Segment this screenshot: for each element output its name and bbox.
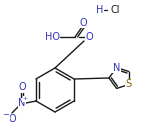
Text: O: O (79, 18, 87, 28)
Text: N: N (18, 98, 26, 108)
Text: Cl: Cl (110, 5, 120, 15)
Text: S: S (126, 80, 132, 89)
Text: O: O (19, 83, 26, 92)
Text: O: O (8, 114, 16, 124)
Text: +: + (23, 97, 28, 102)
Text: N: N (113, 62, 120, 73)
Text: O: O (85, 32, 93, 42)
Text: −: − (2, 111, 9, 119)
Text: HO: HO (45, 32, 59, 42)
Text: H: H (96, 5, 104, 15)
